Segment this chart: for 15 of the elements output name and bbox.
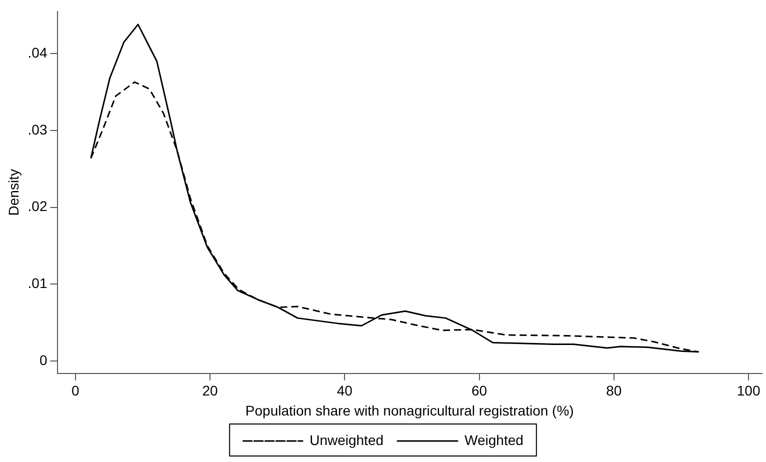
legend-label: Unweighted: [310, 432, 384, 448]
x-tick-label: 60: [472, 382, 488, 399]
y-tick-label: .03: [28, 121, 48, 138]
x-tick-label: 40: [336, 382, 353, 399]
x-tick-label: 100: [736, 382, 760, 399]
x-tick-label: 20: [202, 382, 218, 399]
x-axis-title: Population share with nonagricultural registration (%): [245, 402, 574, 418]
legend-label: Weighted: [464, 432, 524, 448]
x-tick-label: 0: [72, 382, 80, 399]
x-tick-label: 80: [606, 382, 622, 399]
y-tick-label: 0: [39, 352, 48, 368]
y-tick-label: .04: [28, 44, 48, 61]
y-axis-title: Density: [5, 169, 22, 216]
y-tick-label: .01: [28, 275, 48, 292]
y-tick-label: .02: [28, 198, 48, 214]
